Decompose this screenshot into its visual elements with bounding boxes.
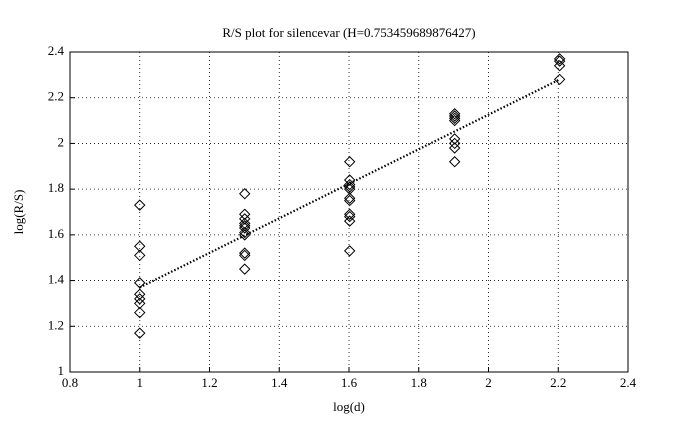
data-point	[134, 297, 146, 310]
data-point	[239, 222, 251, 234]
data-point	[343, 181, 356, 193]
y-tick-label: 2	[58, 134, 65, 149]
x-tick-label: 1.6	[341, 375, 358, 390]
x-axis-label: log(d)	[333, 399, 365, 414]
x-tick-label: 2.4	[620, 375, 637, 390]
y-tick-label: 2.2	[48, 89, 64, 104]
data-point	[448, 137, 461, 150]
data-point	[343, 208, 356, 220]
x-tick-label: 1.8	[411, 375, 427, 390]
chart-title: R/S plot for silencevar (H=0.75345968987…	[222, 25, 475, 40]
data-point	[239, 208, 251, 220]
data-point	[134, 293, 146, 305]
data-point	[239, 217, 251, 230]
data-point	[134, 199, 146, 211]
data-point	[239, 213, 251, 225]
x-tick-label: 0.8	[62, 375, 78, 390]
y-tick-label: 1.2	[48, 317, 64, 332]
data-point	[134, 306, 146, 319]
plot-frame	[69, 51, 629, 373]
data-point	[343, 174, 356, 186]
y-tick-label: 1.4	[48, 272, 65, 287]
data-point	[134, 249, 146, 262]
data-point	[239, 249, 251, 262]
data-point	[448, 112, 461, 124]
data-point	[343, 178, 356, 191]
data-point	[239, 229, 251, 241]
data-point	[448, 156, 461, 168]
data-point	[343, 245, 356, 257]
data-point	[343, 194, 356, 207]
data-point	[343, 183, 356, 195]
data-point	[134, 288, 146, 300]
data-point	[448, 133, 461, 145]
data-point	[448, 142, 461, 154]
y-tick-label: 1.8	[48, 180, 64, 195]
fit-line	[139, 78, 561, 289]
y-axis-label: log(R/S)	[11, 190, 26, 235]
y-tick-label: 1.6	[48, 226, 65, 241]
data-point	[134, 277, 146, 289]
data-point	[239, 226, 251, 239]
x-tick-label: 2.2	[550, 375, 566, 390]
data-point	[448, 114, 461, 127]
data-point	[239, 263, 251, 275]
data-point	[134, 327, 146, 339]
x-tick-label: 1	[137, 375, 144, 390]
data-point	[448, 108, 461, 120]
x-tick-label: 1.4	[271, 375, 288, 390]
data-point	[343, 192, 356, 204]
data-point	[239, 188, 251, 200]
data-point	[239, 220, 251, 232]
data-point	[553, 73, 566, 86]
data-point	[343, 215, 356, 227]
data-point	[448, 110, 461, 122]
data-point	[553, 53, 566, 65]
data-point	[134, 240, 146, 252]
x-tick-label: 1.2	[201, 375, 217, 390]
y-tick-label: 1	[58, 363, 65, 378]
data-point	[343, 156, 356, 168]
data-point	[553, 55, 566, 67]
data-point	[343, 210, 356, 223]
data-point	[239, 247, 251, 259]
x-tick-label: 2	[485, 375, 492, 390]
y-tick-label: 2.4	[48, 43, 65, 58]
data-point	[553, 60, 566, 72]
